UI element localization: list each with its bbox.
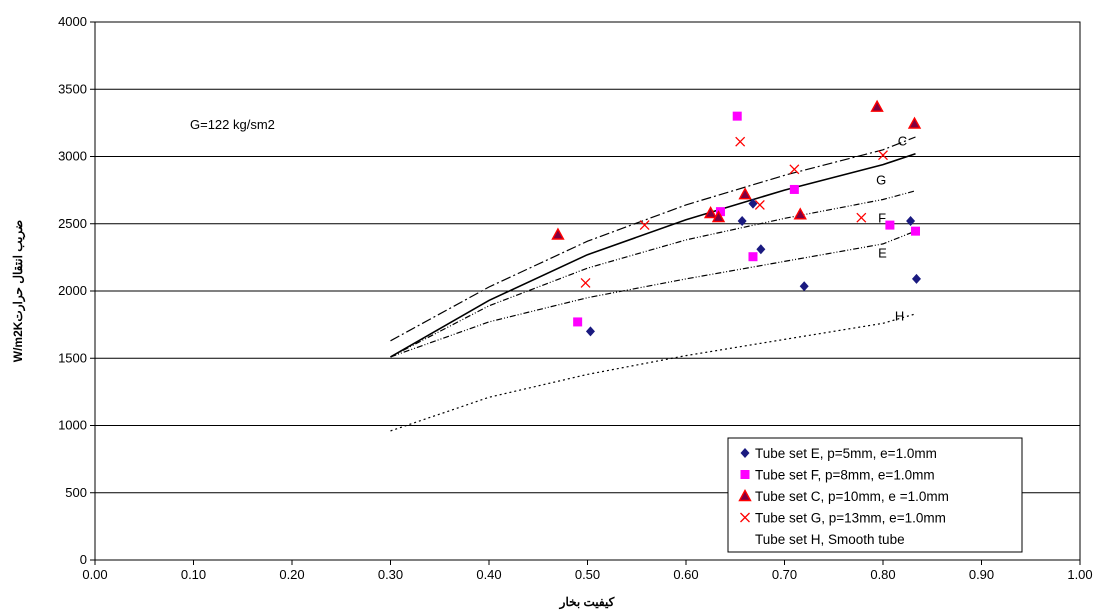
y-axis-title: W/m2Kضریب انتقال حرارت — [11, 220, 26, 362]
curve-label: H — [895, 309, 904, 324]
legend-label: Tube set C, p=10mm, e =1.0mm — [755, 489, 949, 504]
data-point-x — [639, 220, 650, 231]
legend-marker — [740, 512, 750, 523]
data-point-diamond — [911, 273, 921, 284]
legend: Tube set E, p=5mm, e=1.0mm Tube set F, p=… — [727, 437, 1023, 553]
data-point-x — [580, 277, 591, 288]
x-tick-label: 0.40 — [476, 567, 501, 582]
data-point-triangle — [711, 210, 726, 223]
data-point-diamond — [585, 326, 595, 337]
data-point-x — [878, 150, 888, 161]
legend-label: Tube set H, Smooth tube — [755, 532, 905, 547]
x-tick-label: 0.80 — [870, 567, 895, 582]
data-point-x — [754, 199, 765, 210]
curve-labels: C G F E H — [876, 134, 907, 324]
annotation-mass-flux: G=122 kg/sm2 — [190, 117, 275, 132]
data-point-triangle — [793, 207, 807, 220]
legend-label: Tube set E, p=5mm, e=1.0mm — [755, 446, 937, 461]
data-point-square — [789, 184, 799, 194]
y-tick-label: 1000 — [58, 418, 87, 433]
x-tick-label: 0.90 — [969, 567, 994, 582]
y-tick-label: 4000 — [58, 14, 87, 29]
fit-curve-h — [390, 313, 916, 432]
curve-label: G — [876, 173, 886, 188]
data-point-diamond — [906, 216, 916, 227]
data-point-square — [885, 220, 895, 230]
y-tick-label: 500 — [65, 485, 87, 500]
data-point-x — [735, 136, 746, 147]
x-axis-ticks: 0.00 0.10 0.20 0.30 0.40 0.50 0.60 0.70 0.80 0.90… — [82, 560, 1093, 582]
y-tick-label: 1500 — [58, 350, 87, 365]
legend-label: Tube set G, p=13mm, e=1.0mm — [755, 511, 946, 526]
x-tick-label: 0.50 — [575, 567, 600, 582]
x-tick-label: 0.60 — [673, 567, 698, 582]
y-tick-label: 2500 — [58, 216, 87, 231]
y-tick-label: 0 — [80, 552, 87, 567]
y-axis-ticks: 0 500 1000 1500 2000 2500 3000 3500 4000 — [58, 14, 95, 567]
data-point-triangle — [551, 227, 565, 240]
y-tick-label: 3500 — [58, 81, 87, 96]
data-point-square — [748, 252, 758, 262]
data-point-diamond — [756, 244, 766, 255]
fit-curves — [390, 136, 916, 432]
x-tick-label: 1.00 — [1067, 567, 1092, 582]
data-points — [551, 99, 922, 337]
data-point-square — [732, 111, 742, 121]
x-tick-label: 0.20 — [279, 567, 304, 582]
fit-curve-e — [390, 230, 916, 358]
data-point-triangle — [870, 99, 884, 112]
x-tick-label: 0.00 — [82, 567, 107, 582]
x-tick-label: 0.10 — [181, 567, 206, 582]
y-tick-label: 2000 — [58, 283, 87, 298]
data-point-triangle — [703, 206, 718, 219]
legend-box — [727, 437, 1023, 553]
data-point-diamond — [799, 281, 809, 292]
data-point-square — [573, 317, 583, 327]
x-tick-label: 0.30 — [378, 567, 403, 582]
curve-label: F — [878, 210, 886, 225]
fit-curve-f — [390, 190, 916, 358]
x-tick-label: 0.70 — [772, 567, 797, 582]
fit-curve-c — [390, 136, 916, 342]
data-point-x — [789, 164, 800, 175]
y-tick-label: 3000 — [58, 149, 87, 164]
x-axis-title: کیفیت بخار — [559, 595, 615, 610]
legend-marker — [740, 470, 750, 479]
data-point-diamond — [737, 216, 747, 227]
fit-curve-g — [390, 153, 916, 358]
data-point-square — [911, 226, 921, 236]
data-point-triangle — [907, 116, 922, 129]
curve-label: E — [878, 245, 887, 260]
data-point-x — [856, 212, 867, 223]
legend-marker — [740, 448, 750, 458]
data-point-square — [715, 207, 725, 217]
legend-label: Tube set F, p=8mm, e=1.0mm — [755, 468, 935, 483]
curve-label: C — [898, 134, 907, 149]
legend-marker — [738, 489, 752, 502]
data-point-triangle — [738, 187, 752, 200]
